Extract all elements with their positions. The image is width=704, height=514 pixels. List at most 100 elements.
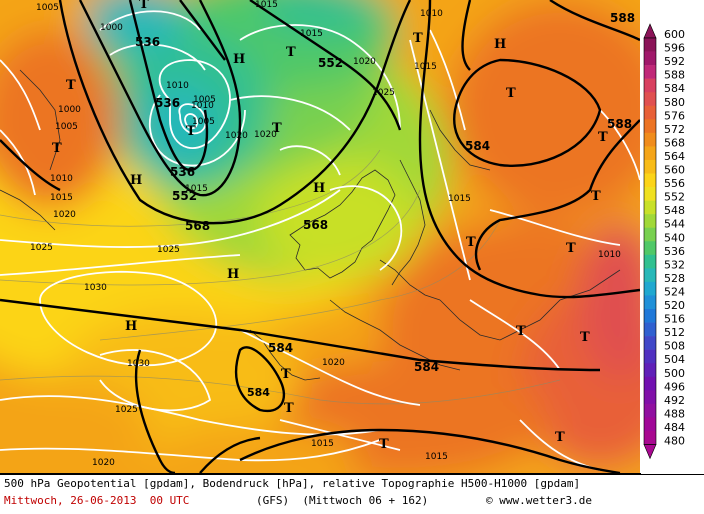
pressure-label: 1005 — [193, 95, 216, 105]
legend-swatch — [644, 254, 656, 269]
legend-label: 516 — [664, 313, 685, 326]
legend-swatch — [644, 430, 656, 445]
low-marker: T — [466, 235, 476, 250]
geopotential-label: 536 — [170, 165, 195, 179]
pressure-label: 1010 — [191, 101, 214, 111]
low-marker: T — [286, 45, 296, 60]
low-marker: T — [516, 324, 526, 339]
pressure-label: 1000 — [100, 23, 123, 33]
pressure-label: 1025 — [157, 245, 180, 255]
map-canvas: 536 536 536 552 552 568 568 584 584 584 … — [0, 0, 640, 473]
legend-label: 540 — [664, 231, 685, 244]
footer-description: 500 hPa Geopotential [gpdam], Bodendruck… — [4, 477, 581, 490]
legend-label: 508 — [664, 340, 685, 353]
legend-scale: 6005965925885845805765725685645605565525… — [643, 23, 685, 460]
low-markers: T T T T T T T T T T T T T T T T T T — [52, 0, 608, 452]
geopotential-label: 584 — [414, 360, 439, 374]
legend-label: 596 — [664, 42, 685, 55]
legend-label: 488 — [664, 407, 685, 420]
legend-label: 504 — [664, 353, 685, 366]
high-marker: H — [313, 181, 325, 196]
legend-label: 568 — [664, 136, 685, 149]
legend-swatch — [644, 336, 656, 350]
pressure-label: 1020 — [92, 458, 115, 468]
geopotential-label: 568 — [185, 219, 210, 233]
legend-label: 544 — [664, 218, 685, 231]
geopotential-labels-extra: 584 — [247, 386, 270, 399]
legend-swatch — [644, 376, 656, 391]
pressure-label: 1015 — [414, 62, 437, 72]
legend-label: 524 — [664, 285, 685, 298]
low-marker: T — [591, 189, 601, 204]
pressure-label: 1025 — [372, 88, 395, 98]
low-marker: T — [66, 78, 76, 93]
geopotential-contours — [0, 0, 640, 473]
legend-label: 536 — [664, 245, 685, 258]
pressure-label: 1010 — [420, 9, 443, 19]
low-marker: T — [186, 124, 196, 139]
legend-label: 564 — [664, 150, 685, 163]
legend-swatch — [644, 51, 656, 66]
legend-swatch — [644, 403, 656, 418]
pressure-label: 1020 — [53, 210, 76, 220]
legend-swatch — [644, 295, 656, 310]
low-marker: T — [413, 31, 423, 46]
pressure-isobars — [0, 10, 640, 471]
legend-label: 480 — [664, 435, 685, 448]
color-field — [0, 0, 640, 473]
legend-swatch — [644, 65, 656, 79]
geopotential-label: 588 — [610, 11, 635, 25]
high-marker: H — [125, 319, 137, 334]
pressure-label: 1020 — [225, 131, 248, 141]
geopotential-label: 552 — [172, 189, 197, 203]
color-legend: 600 596 592 588 584 580 576 572 568 564 560 556 552 5… — [640, 0, 704, 473]
pressure-label: 1015 — [311, 439, 334, 449]
legend-label: 592 — [664, 55, 685, 68]
pressure-label: 1005 — [55, 122, 78, 132]
pressure-label: 1015 — [50, 193, 73, 203]
geopotential-label: 588 — [607, 117, 632, 131]
low-marker: T — [566, 241, 576, 256]
pressure-label: 1025 — [115, 405, 138, 415]
legend-label: 556 — [664, 177, 685, 190]
footer-datetime: Mittwoch, 26-06-2013 00 UTC — [4, 494, 190, 507]
legend-label: 492 — [664, 394, 685, 407]
legend-swatch — [644, 200, 656, 215]
pressure-label: 1015 — [448, 194, 471, 204]
legend-arrow-bottom — [643, 444, 657, 460]
legend-swatch — [644, 214, 656, 228]
legend-label: 576 — [664, 109, 685, 122]
pressure-label: 1005 — [192, 117, 215, 127]
high-markers: H H H H H H — [125, 37, 506, 334]
geopotential-label: 584 — [465, 139, 490, 153]
low-marker: T — [580, 330, 590, 345]
geopotential-labels: 536 536 536 552 552 568 568 584 584 584 … — [135, 11, 635, 374]
legend-swatch — [644, 417, 656, 432]
legend-swatch — [644, 349, 656, 364]
low-marker: T — [139, 0, 149, 12]
footer: 500 hPa Geopotential [gpdam], Bodendruck… — [0, 474, 704, 514]
geopotential-label: 584 — [268, 341, 293, 355]
pressure-label: 1025 — [30, 243, 53, 253]
legend-swatch — [644, 227, 656, 242]
pressure-label: 1020 — [322, 358, 345, 368]
high-marker: H — [233, 52, 245, 67]
legend-swatch — [644, 78, 656, 93]
legend-swatch — [644, 268, 656, 283]
geopotential-label: 536 — [135, 35, 160, 49]
low-marker: T — [506, 86, 516, 101]
legend-swatch — [644, 309, 656, 323]
legend-label: 572 — [664, 123, 685, 136]
legend-frame — [643, 37, 657, 445]
legend-label: 560 — [664, 164, 685, 177]
footer-copyright: © www.wetter3.de — [486, 494, 592, 507]
pressure-label: 1020 — [254, 130, 277, 140]
pressure-label: 1030 — [84, 283, 107, 293]
legend-label: 500 — [664, 367, 685, 380]
low-marker: T — [555, 430, 565, 445]
legend-swatch — [644, 159, 656, 174]
legend-label: 548 — [664, 204, 685, 217]
pressure-label: 1020 — [353, 57, 376, 67]
legend-label: 496 — [664, 380, 685, 393]
legend-swatch — [644, 241, 656, 256]
